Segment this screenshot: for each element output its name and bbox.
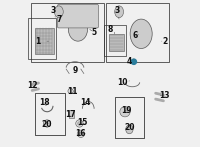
Text: 4: 4 — [127, 57, 132, 66]
FancyArrowPatch shape — [32, 89, 39, 90]
Text: 18: 18 — [39, 98, 49, 107]
Ellipse shape — [120, 107, 130, 117]
Bar — [115, 97, 144, 138]
Text: 10: 10 — [117, 78, 127, 87]
Ellipse shape — [115, 6, 124, 18]
Ellipse shape — [130, 19, 152, 49]
Text: 1: 1 — [36, 37, 41, 46]
Bar — [35, 93, 65, 135]
Bar — [35, 93, 65, 135]
FancyArrowPatch shape — [156, 93, 163, 95]
Circle shape — [68, 88, 73, 94]
Text: 7: 7 — [56, 15, 62, 24]
Bar — [69, 110, 74, 118]
Text: 15: 15 — [77, 117, 88, 127]
Circle shape — [76, 120, 83, 127]
Bar — [35, 28, 54, 54]
Text: 16: 16 — [76, 129, 86, 138]
Text: 17: 17 — [65, 110, 76, 119]
Bar — [115, 97, 144, 138]
Ellipse shape — [43, 120, 51, 127]
Circle shape — [77, 130, 85, 137]
Text: 5: 5 — [92, 28, 97, 37]
Bar — [28, 18, 56, 59]
Circle shape — [78, 122, 81, 125]
Text: 20: 20 — [124, 123, 135, 132]
FancyArrowPatch shape — [32, 83, 39, 85]
Text: 8: 8 — [108, 25, 113, 34]
Text: 19: 19 — [121, 106, 132, 115]
Text: 3: 3 — [50, 6, 56, 15]
Text: 2: 2 — [162, 37, 167, 46]
Bar — [109, 34, 124, 51]
Text: 14: 14 — [80, 98, 91, 107]
Ellipse shape — [54, 6, 63, 18]
Text: 13: 13 — [159, 91, 170, 100]
Text: 9: 9 — [72, 66, 78, 75]
Text: 3: 3 — [115, 6, 120, 15]
FancyArrowPatch shape — [156, 99, 163, 101]
Bar — [104, 25, 126, 56]
Bar — [31, 3, 104, 62]
Text: 12: 12 — [27, 81, 38, 90]
FancyBboxPatch shape — [57, 4, 99, 28]
Ellipse shape — [126, 125, 133, 134]
Text: 20: 20 — [42, 120, 52, 130]
Circle shape — [131, 59, 136, 64]
Ellipse shape — [68, 18, 88, 41]
Circle shape — [79, 132, 83, 136]
Text: 6: 6 — [133, 31, 138, 40]
Bar — [106, 3, 169, 62]
Text: 11: 11 — [67, 87, 77, 96]
